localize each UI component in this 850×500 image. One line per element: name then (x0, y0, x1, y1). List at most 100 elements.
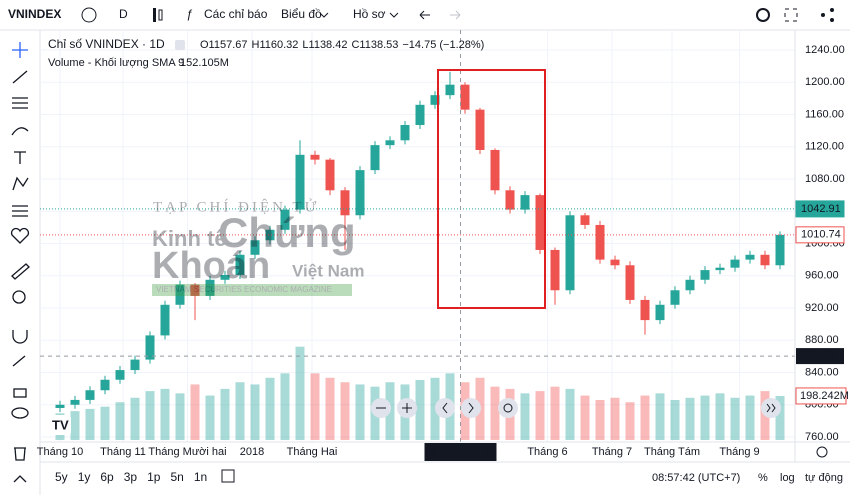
volume-bar (265, 377, 275, 440)
scroll-end[interactable] (761, 398, 781, 418)
chart-type[interactable]: Biểu đồ (281, 7, 322, 21)
scroll-right[interactable] (461, 398, 481, 418)
candle-body (700, 270, 710, 280)
range-button[interactable]: 3p (124, 470, 138, 484)
volume-bar (700, 395, 710, 440)
pattern-tool[interactable] (12, 176, 29, 191)
cursor-tool[interactable] (12, 42, 28, 58)
lock[interactable] (13, 388, 27, 398)
undo[interactable] (419, 10, 430, 20)
brush-tool[interactable] (11, 127, 29, 136)
range-button[interactable]: 1y (78, 470, 91, 484)
reset[interactable] (498, 398, 518, 418)
goto-date[interactable] (221, 469, 235, 483)
percent-toggle[interactable]: % (758, 472, 768, 484)
price-tag (795, 226, 845, 244)
volume-legend: Volume - Khối lượng SMA 9 (48, 57, 184, 69)
candle-body (190, 284, 200, 296)
range-button[interactable]: 6p (100, 470, 114, 484)
volume-bar (250, 384, 260, 440)
y-tick-label: 840.00 (805, 366, 839, 378)
scroll-left[interactable] (435, 398, 455, 418)
ohlc-value: −14.75 (−1.28%) (402, 39, 484, 51)
profile[interactable]: Hồ sơ (353, 7, 386, 21)
volume-bar (415, 380, 425, 440)
candle-body (670, 290, 680, 305)
text-tool[interactable] (14, 151, 26, 164)
crosshair-tag-label: 860.35 (801, 350, 835, 362)
x-tick-label: Tháng 11 (100, 446, 146, 458)
volume-bar (715, 393, 725, 440)
share[interactable] (830, 18, 834, 22)
add-symbol[interactable] (81, 7, 97, 23)
fib-tool[interactable] (12, 97, 28, 109)
candle-body (115, 370, 125, 380)
range-button[interactable]: 5n (170, 470, 183, 484)
volume-bar (325, 377, 335, 440)
redo[interactable] (450, 10, 461, 20)
volume-bar (535, 391, 545, 440)
axis-settings[interactable] (816, 446, 828, 458)
magnet[interactable] (12, 330, 28, 344)
collapse[interactable] (13, 475, 27, 483)
favorites[interactable] (10, 227, 30, 244)
lock-drawing[interactable] (12, 355, 26, 367)
candle-icon[interactable] (153, 8, 156, 22)
visibility[interactable] (11, 407, 29, 419)
volume-bar (625, 402, 635, 440)
price-tag-label: 1010.74 (801, 229, 841, 241)
candle-body (685, 279, 695, 291)
ohlc-value: L1138.42 (302, 39, 347, 51)
line-tool[interactable] (12, 70, 28, 84)
ohlc-legend: O1157.67 H1160.32 L1138.42 C1138.53 −14.75 (… (200, 39, 484, 51)
forecast-tool[interactable] (12, 205, 28, 217)
candle-body (505, 190, 515, 210)
x-tick-label: Tháng 9 (719, 446, 759, 458)
candle-body (160, 304, 170, 336)
legend-collapse[interactable] (175, 40, 185, 50)
share[interactable] (830, 8, 834, 12)
ruler[interactable] (11, 263, 30, 280)
candle-body (265, 229, 275, 241)
volume-bar (355, 384, 365, 440)
candle-body (535, 195, 545, 250)
candle-body (205, 279, 215, 296)
volume-bar (610, 397, 620, 440)
volume-bar (130, 397, 140, 440)
volume-bar (565, 388, 575, 440)
candle-body (400, 124, 410, 141)
volume-bar (310, 373, 320, 440)
settings[interactable] (756, 8, 770, 22)
interval[interactable]: D (119, 7, 128, 21)
volume-tag (795, 387, 847, 405)
range-button[interactable]: 5y (55, 470, 68, 484)
watermark-band (152, 284, 352, 296)
share[interactable] (821, 13, 825, 17)
auto-toggle[interactable]: tự động (805, 472, 843, 484)
plot (40, 30, 795, 442)
range-buttons: 5y 1y 6p 3p 1p 5n 1n (55, 470, 207, 484)
range-button[interactable]: 1n (194, 470, 207, 484)
candle-icon[interactable] (158, 9, 163, 21)
indicators[interactable]: Các chỉ báo (204, 7, 268, 21)
volume-bar (745, 395, 755, 440)
fullscreen[interactable] (784, 8, 798, 22)
ohlc-value: C1138.53 (351, 39, 398, 51)
candle-body (745, 254, 755, 260)
candle-body (340, 190, 350, 216)
volume-bar (295, 346, 305, 440)
log-toggle[interactable]: log (780, 472, 795, 484)
trash[interactable] (14, 447, 26, 461)
candle-body (445, 84, 455, 96)
y-tick-label: 1160.00 (805, 108, 844, 120)
symbol[interactable]: VNINDEX (8, 7, 61, 21)
x-tick-label: Tháng Hai (287, 446, 338, 458)
zoom[interactable] (12, 290, 26, 304)
watermark-text: Kinh tế (152, 226, 227, 251)
volume-bar (85, 408, 95, 440)
candle-body (640, 299, 650, 321)
range-button[interactable]: 1p (147, 470, 161, 484)
y-tick-label: 1120.00 (805, 141, 844, 153)
watermark-text: Chứng (218, 209, 356, 256)
